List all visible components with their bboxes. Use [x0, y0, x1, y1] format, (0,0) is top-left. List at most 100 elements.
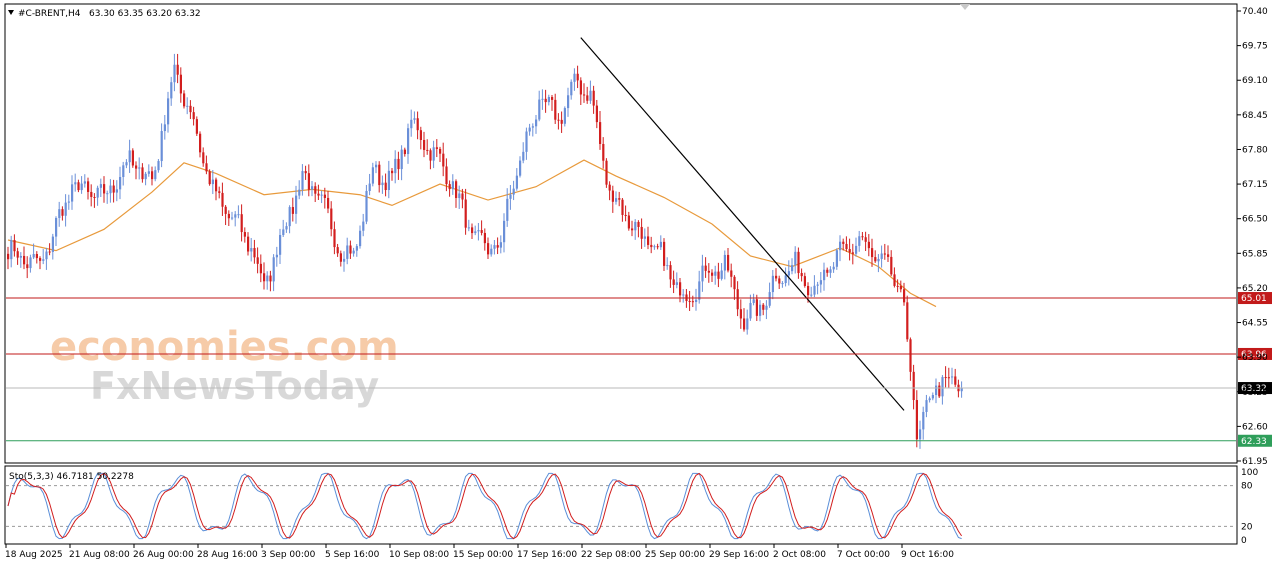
candle-body: [691, 301, 694, 303]
candle-body: [128, 150, 131, 163]
candle-body: [787, 271, 790, 276]
candle-body: [247, 236, 250, 252]
candle-body: [455, 181, 458, 199]
candle-body: [819, 280, 822, 285]
price-tick-label: 68.45: [1242, 111, 1268, 121]
candle-body: [439, 148, 442, 154]
candle-body: [515, 175, 518, 189]
candle-body: [295, 195, 298, 214]
candle-body: [259, 263, 262, 274]
candle-body: [755, 299, 758, 316]
candle-body: [560, 119, 563, 124]
candle-body: [346, 245, 349, 259]
candle-body: [435, 147, 438, 149]
candle-body: [893, 274, 896, 286]
time-tick-label: 5 Sep 16:00: [325, 550, 380, 560]
candle-body: [643, 236, 646, 239]
candle-body: [413, 118, 416, 120]
candle-body: [752, 299, 755, 303]
candle-body: [493, 245, 496, 249]
candle-body: [912, 371, 915, 401]
candle-body: [42, 259, 45, 261]
candle-body: [506, 198, 509, 221]
candle-body: [368, 183, 371, 191]
candle-body: [538, 99, 541, 120]
candle-body: [119, 177, 122, 190]
stochastic-tick-label: 80: [1241, 482, 1253, 492]
candle-body: [211, 179, 214, 185]
candle-body: [883, 253, 886, 255]
candle-body: [87, 181, 90, 192]
price-levels: 65.01 63.96 63.32 62.33: [6, 292, 1272, 447]
candle-body: [138, 167, 141, 169]
candle-body: [448, 184, 451, 190]
candle-body: [122, 165, 125, 178]
candle-body: [650, 244, 653, 248]
candle-body: [586, 95, 589, 101]
candle-body: [554, 99, 557, 120]
candle-body: [96, 187, 99, 198]
candle-body: [250, 248, 253, 252]
candle-body: [714, 271, 717, 276]
candle-body: [531, 126, 534, 128]
price-tick-label: 63.90: [1242, 353, 1268, 363]
trend-lines: [580, 37, 905, 411]
candle-body: [359, 230, 362, 247]
candle-body: [922, 411, 925, 430]
price-tick-label: 64.55: [1242, 319, 1268, 329]
candle-body: [231, 217, 234, 219]
candle-body: [195, 119, 198, 134]
candle-body: [467, 227, 470, 229]
candle-body: [237, 214, 240, 216]
candle-body: [631, 228, 634, 231]
candle-body: [10, 240, 13, 260]
resistance-line-upper-badge-label: 65.01: [1241, 294, 1267, 304]
candle-body: [192, 112, 195, 120]
price-tick-label: 69.10: [1242, 76, 1268, 86]
candle-body: [903, 289, 906, 303]
candle-body: [736, 289, 739, 310]
symbol-menu-icon[interactable]: [8, 10, 14, 15]
price-tick-label: 62.60: [1242, 422, 1268, 432]
candle-body: [807, 285, 810, 296]
candle-body: [323, 194, 326, 198]
candle-body: [739, 309, 742, 319]
stochastic-panel: [4, 465, 1238, 545]
candle-body: [835, 250, 838, 267]
candle-body: [135, 165, 138, 169]
candle-body: [647, 236, 650, 245]
candle-body: [189, 105, 192, 113]
candle-body: [106, 193, 109, 195]
candle-body: [74, 182, 77, 185]
current-price-line-badge: [1238, 382, 1272, 395]
candle-body: [858, 236, 861, 246]
candle-body: [288, 207, 291, 227]
candle-body: [848, 249, 851, 253]
candle-body: [365, 190, 368, 222]
candle-body: [394, 158, 397, 174]
time-tick-label: 17 Sep 16:00: [517, 550, 577, 560]
candle-body: [279, 234, 282, 255]
descending-trendline[interactable]: [580, 37, 905, 411]
candle-body: [483, 232, 486, 244]
candle-body: [115, 189, 118, 193]
candle-body: [951, 376, 954, 378]
candle-body: [499, 242, 502, 248]
candle-body: [519, 160, 522, 176]
candle-body: [269, 275, 272, 282]
candle-body: [199, 133, 202, 153]
candle-body: [58, 209, 61, 219]
stochastic-tick-label: 20: [1241, 522, 1253, 532]
time-axis: 18 Aug 2025 21 Aug 08:00 26 Aug 00:00 28 Au…: [5, 544, 954, 560]
candle-body: [304, 171, 307, 174]
candle-body: [896, 285, 899, 287]
candle-body: [45, 251, 48, 260]
candle-body: [48, 251, 51, 253]
candle-body: [941, 377, 944, 397]
candle-body: [602, 143, 605, 161]
candle-body: [103, 184, 106, 194]
time-tick-label: 7 Oct 00:00: [837, 550, 890, 560]
candle-body: [407, 128, 410, 155]
candle-body: [855, 245, 858, 254]
